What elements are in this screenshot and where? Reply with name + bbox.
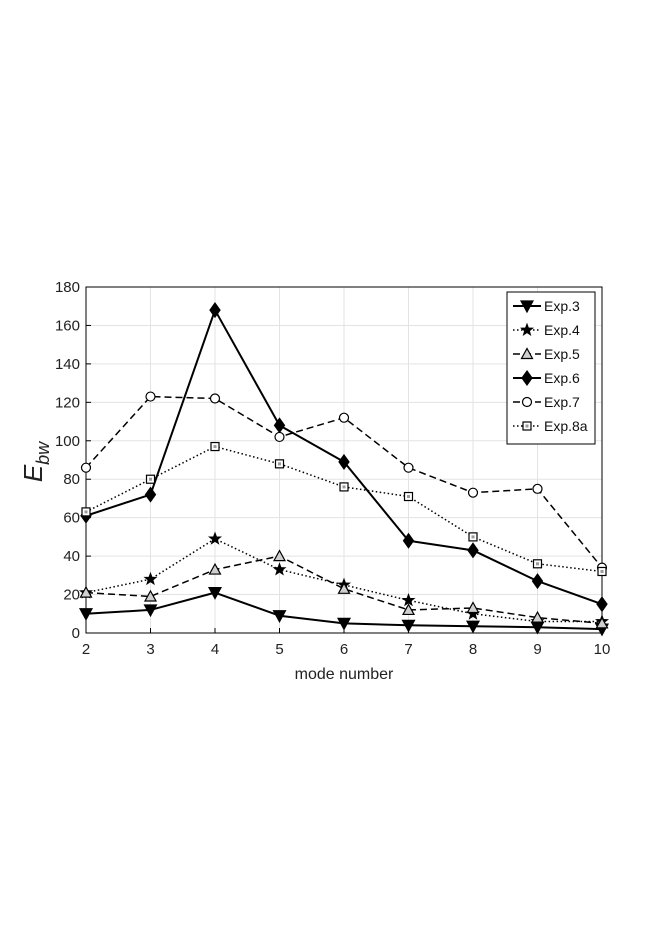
data-point bbox=[531, 573, 544, 590]
y-tick-label: 60 bbox=[63, 510, 80, 527]
y-tick-label: 100 bbox=[55, 433, 80, 450]
data-point bbox=[595, 616, 609, 629]
series-Exp.5 bbox=[79, 549, 609, 629]
series-layer bbox=[78, 302, 610, 637]
data-point bbox=[208, 562, 222, 575]
series-Exp.7 bbox=[80, 391, 608, 573]
data-point bbox=[209, 393, 221, 404]
data-point-center bbox=[278, 462, 281, 466]
data-point bbox=[401, 603, 416, 616]
data-point-center bbox=[407, 495, 410, 499]
y-tick-label: 80 bbox=[63, 471, 80, 488]
x-tick-label: 8 bbox=[469, 641, 477, 658]
data-point bbox=[466, 601, 480, 614]
legend-label: Exp.7 bbox=[544, 394, 580, 410]
legend-box bbox=[506, 291, 596, 445]
legend-item: Exp.3 bbox=[513, 298, 580, 314]
x-tick-label: 3 bbox=[146, 641, 154, 658]
data-point bbox=[209, 302, 221, 319]
data-point bbox=[272, 610, 287, 623]
x-axis: 2 3 4 5 6 7 8 9 10 bbox=[82, 628, 611, 658]
series-Exp.8a bbox=[81, 441, 607, 577]
legend-item: Exp.5 bbox=[513, 346, 580, 362]
legend-marker-center bbox=[525, 424, 529, 428]
data-point bbox=[274, 431, 285, 443]
grid bbox=[85, 286, 603, 634]
data-point bbox=[207, 587, 223, 600]
data-point bbox=[465, 620, 481, 634]
y-tick-label: 40 bbox=[63, 548, 80, 565]
data-point bbox=[78, 608, 94, 622]
data-point bbox=[336, 617, 352, 631]
data-point bbox=[143, 589, 158, 602]
data-point-center bbox=[600, 569, 604, 573]
data-point bbox=[79, 585, 93, 598]
legend-marker bbox=[519, 322, 535, 336]
data-point-center bbox=[84, 510, 88, 514]
legend-item: Exp.7 bbox=[513, 394, 580, 410]
data-point-center bbox=[471, 535, 475, 539]
data-point bbox=[338, 412, 350, 423]
x-tick-label: 5 bbox=[275, 641, 283, 658]
legend: Exp.3 Exp.4 Exp.5 Exp.6 Exp.7 Exp.8a bbox=[506, 291, 596, 445]
data-point bbox=[596, 596, 608, 613]
legend-item: Exp.8a bbox=[513, 418, 588, 434]
x-tick-label: 2 bbox=[82, 641, 90, 658]
y-axis-label-main: E bbox=[18, 464, 48, 482]
data-point-center bbox=[342, 485, 346, 489]
legend-label: Exp.8a bbox=[544, 418, 588, 434]
legend-marker bbox=[521, 369, 533, 387]
y-axis-label: Ebw bbox=[18, 441, 53, 482]
legend-label: Exp.3 bbox=[544, 298, 580, 314]
legend-marker bbox=[520, 347, 534, 360]
data-point bbox=[338, 453, 350, 470]
data-point bbox=[403, 462, 414, 473]
series-line bbox=[85, 445, 603, 573]
x-tick-label: 10 bbox=[594, 641, 611, 658]
data-point bbox=[207, 531, 223, 545]
x-tick-label: 7 bbox=[404, 641, 412, 658]
data-point-center bbox=[536, 562, 539, 566]
legend-label: Exp.4 bbox=[544, 322, 580, 338]
data-point bbox=[532, 483, 543, 494]
data-point bbox=[401, 592, 416, 607]
data-point bbox=[143, 571, 158, 586]
data-point bbox=[145, 391, 156, 402]
legend-item: Exp.4 bbox=[513, 322, 580, 338]
data-point bbox=[530, 610, 545, 623]
data-point bbox=[467, 487, 479, 498]
y-tick-label: 140 bbox=[55, 356, 80, 373]
data-point bbox=[144, 486, 157, 503]
x-tick-label: 4 bbox=[211, 641, 219, 658]
legend-item: Exp.6 bbox=[513, 369, 580, 387]
data-point-center bbox=[213, 445, 217, 449]
svg-text:Ebw: Ebw bbox=[18, 441, 53, 482]
y-tick-label: 120 bbox=[55, 394, 80, 411]
y-axis-label-subscript: bw bbox=[33, 441, 53, 465]
y-tick-label: 0 bbox=[72, 625, 80, 642]
data-point bbox=[337, 582, 351, 594]
legend-marker bbox=[521, 396, 533, 408]
x-tick-label: 6 bbox=[340, 641, 348, 658]
legend-label: Exp.5 bbox=[544, 346, 580, 362]
y-tick-label: 20 bbox=[63, 587, 80, 604]
x-axis-label: mode number bbox=[295, 666, 394, 683]
y-axis: 0 20 40 60 80 100 120 140 160 180 bbox=[55, 279, 91, 642]
data-point bbox=[80, 462, 92, 473]
y-tick-label: 180 bbox=[55, 279, 80, 296]
data-point-center bbox=[149, 477, 152, 481]
data-point bbox=[401, 619, 416, 633]
data-point bbox=[402, 532, 415, 549]
data-point bbox=[143, 604, 158, 618]
legend-label: Exp.6 bbox=[544, 370, 580, 386]
y-tick-label: 160 bbox=[55, 317, 80, 334]
legend-marker bbox=[519, 300, 535, 314]
x-tick-label: 9 bbox=[533, 641, 541, 658]
data-point bbox=[272, 549, 287, 562]
data-point bbox=[467, 542, 479, 559]
data-point bbox=[272, 562, 287, 576]
